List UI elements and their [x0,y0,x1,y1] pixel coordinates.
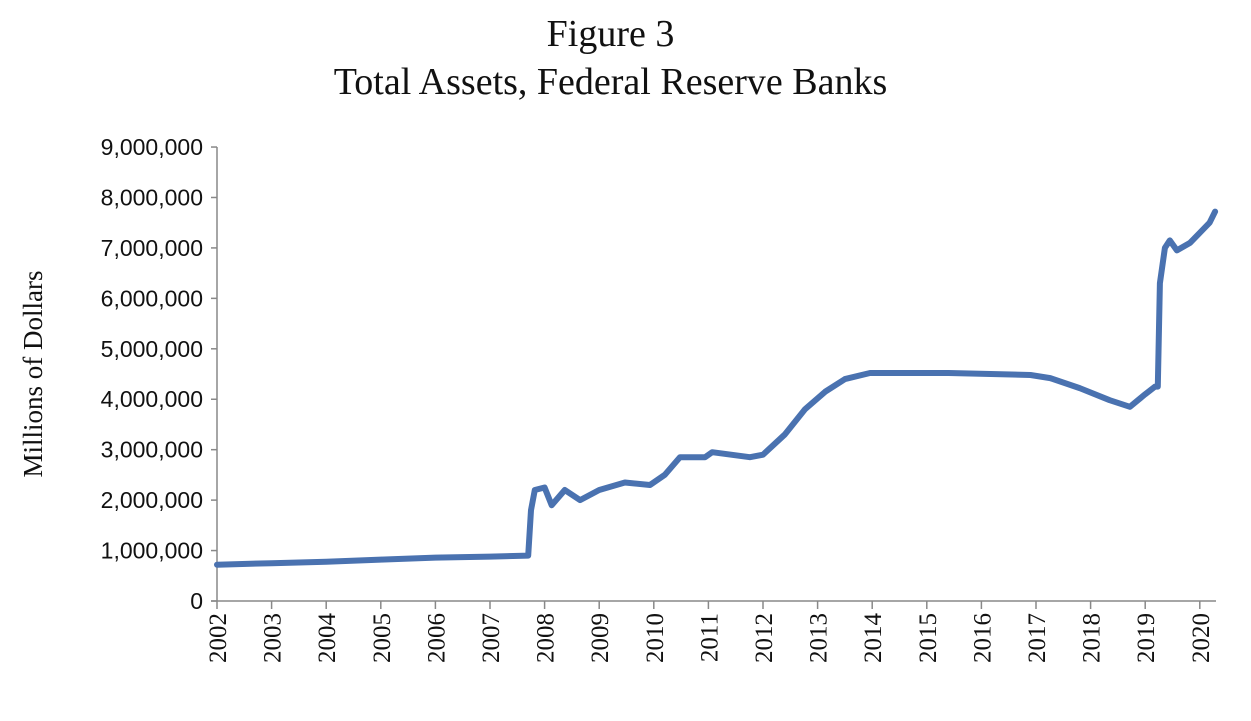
x-tick-label: 2013 [806,613,833,663]
y-axis-label: Millions of Dollars [18,271,48,478]
y-tick-label: 0 [190,588,203,614]
chart-title: Figure 3 [546,13,675,55]
x-tick-label: 2014 [860,613,887,664]
axes [211,147,1216,602]
y-tick-label: 6,000,000 [101,285,203,311]
x-tick-label: 2012 [751,613,778,663]
x-tick-label: 2006 [423,613,450,663]
total-assets-line [214,208,1219,568]
x-tick-label: 2002 [205,613,232,663]
x-tick-label: 2003 [260,613,287,663]
y-tick-label: 7,000,000 [101,235,203,261]
series-layer [214,208,1219,568]
x-tick-label: 2019 [1133,613,1160,663]
x-axis-ticks: 2002 2003 2004 2005 2006 2007 2008 2009 2010 2011… [205,601,1215,663]
x-tick-label: 2004 [314,613,341,664]
x-tick-label: 2010 [642,613,669,663]
x-tick-label: 2016 [969,613,996,663]
x-tick-label: 2009 [587,613,614,663]
x-tick-label: 2008 [533,613,560,663]
y-axis-ticks: 0 1,000,000 2,000,000 3,000,000 4,000,000 5,0… [101,134,217,614]
x-tick-label: 2015 [915,613,942,663]
x-tick-label: 2011 [696,613,723,662]
y-tick-label: 3,000,000 [101,437,203,463]
y-tick-label: 9,000,000 [101,134,203,160]
y-tick-label: 8,000,000 [101,184,203,210]
x-tick-label: 2005 [369,613,396,663]
x-tick-label: 2007 [478,613,505,663]
y-tick-label: 5,000,000 [101,336,203,362]
x-tick-label: 2020 [1188,613,1215,663]
chart-subtitle: Total Assets, Federal Reserve Banks [333,61,888,103]
x-tick-label: 2017 [1024,613,1051,663]
x-tick-label: 2018 [1079,613,1106,663]
y-tick-label: 1,000,000 [101,538,203,564]
y-tick-label: 4,000,000 [101,386,203,412]
y-tick-label: 2,000,000 [101,487,203,513]
